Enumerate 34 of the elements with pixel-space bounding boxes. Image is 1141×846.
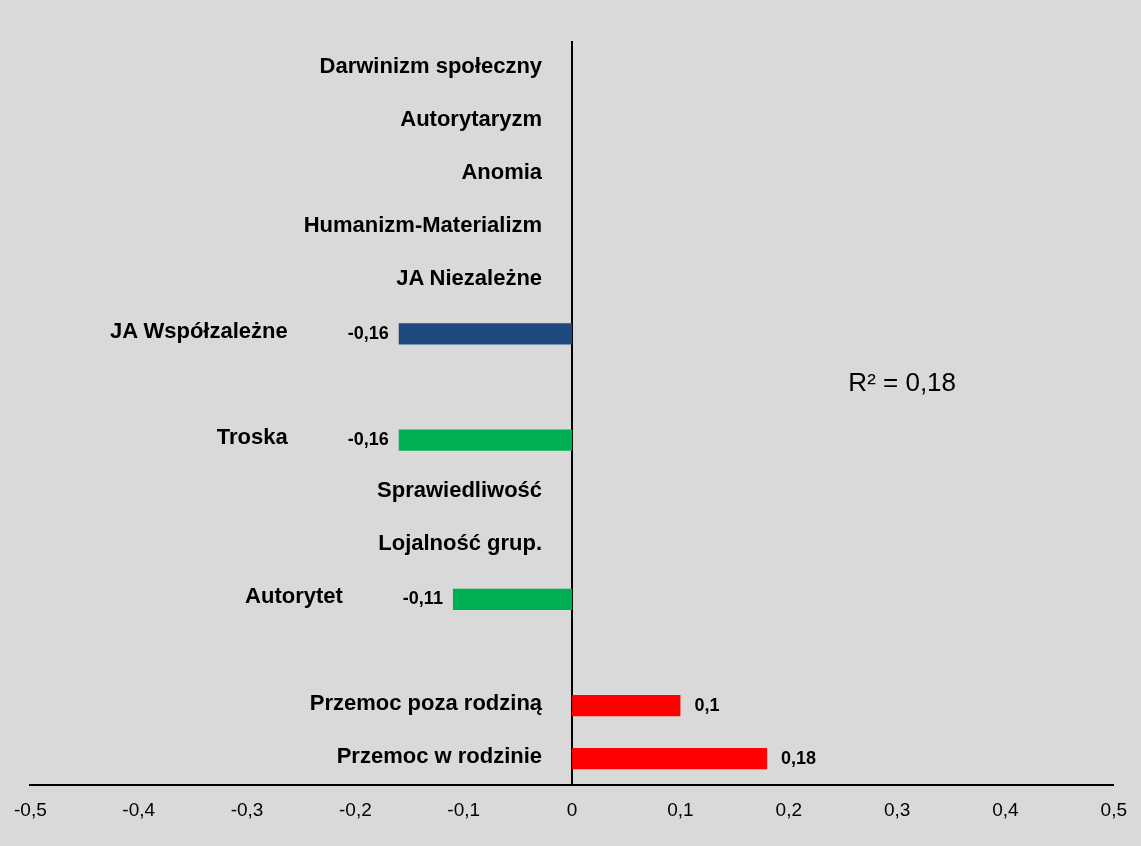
x-tick-label: -0,3 — [230, 798, 264, 820]
x-tick-label: 0,4 — [992, 798, 1020, 820]
annotation: R² = 0,18 — [848, 367, 957, 398]
y-tick-label: Lojalność grup. — [378, 530, 543, 556]
y-tick-label: Sprawiedliwość — [377, 477, 543, 503]
y-tick-label: JA Współzależne — [110, 318, 288, 344]
x-tick-label: -0,4 — [122, 798, 156, 820]
data-label: -0,16 — [347, 322, 389, 343]
x-tick-label: 0,1 — [667, 798, 694, 820]
bar — [572, 748, 768, 770]
bar — [452, 588, 573, 611]
x-tick-label: -0,2 — [339, 798, 372, 820]
bar — [398, 323, 573, 345]
y-tick-label: Anomia — [461, 158, 543, 184]
bar — [398, 429, 573, 451]
x-tick-label: 0,3 — [883, 798, 911, 820]
x-tick-label: -0,1 — [447, 798, 481, 820]
x-tick-label: -0,5 — [13, 798, 47, 820]
y-tick-label: JA Niezależne — [396, 264, 543, 290]
y-tick-label: Autorytaryzm — [400, 105, 543, 131]
data-label: -0,16 — [347, 429, 389, 450]
y-tick-label: Troska — [216, 424, 289, 450]
data-label: -0,11 — [402, 588, 443, 609]
x-tick-label: 0 — [566, 798, 578, 820]
y-tick-label: Darwinizm społeczny — [319, 52, 543, 78]
x-tick-label: 0,5 — [1100, 798, 1127, 820]
x-tick-label: 0,2 — [775, 798, 802, 820]
data-label: 0,1 — [694, 694, 720, 715]
bar — [572, 694, 681, 717]
y-tick-label: Przemoc w rodzinie — [336, 742, 543, 768]
y-tick-label: Humanizm-Materializm — [303, 211, 543, 237]
y-tick-label: Przemoc poza rodziną — [309, 689, 543, 715]
y-tick-label: Autorytet — [245, 583, 344, 609]
data-label: 0,18 — [781, 747, 817, 768]
